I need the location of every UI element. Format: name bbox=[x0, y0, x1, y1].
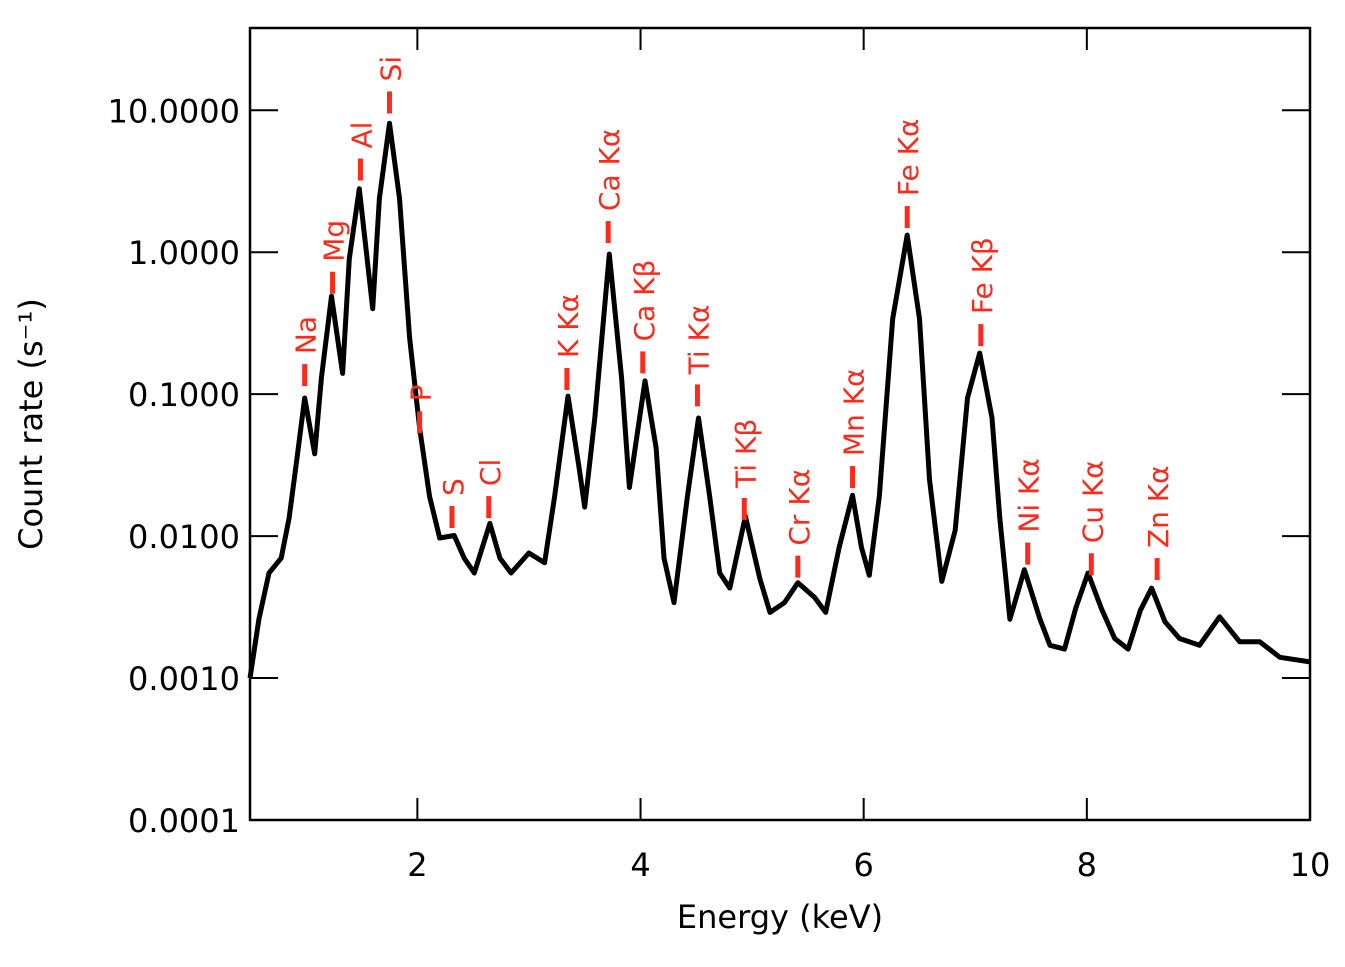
x-axis-label: Energy (keV) bbox=[677, 898, 883, 936]
annotation-label: Al bbox=[345, 122, 378, 149]
y-tick-label: 0.1000 bbox=[128, 376, 240, 414]
spectrum-line bbox=[247, 120, 1311, 679]
annotation-label: P bbox=[405, 384, 438, 401]
annotation-label: Si bbox=[374, 56, 407, 82]
annotation-label: K Kα bbox=[552, 294, 585, 358]
annotation-label: Mg bbox=[318, 220, 351, 262]
annotation-label: Ni Kα bbox=[1013, 458, 1046, 532]
annotation-label: Zn Kα bbox=[1142, 465, 1175, 548]
annotation-label: Ti Kα bbox=[682, 305, 715, 376]
annotation-label: Ca Kβ bbox=[628, 260, 661, 342]
annotation-label: Na bbox=[290, 316, 323, 354]
x-tick-label: 8 bbox=[1077, 846, 1097, 884]
plot-frame bbox=[248, 26, 1312, 822]
annotation-label: Ti Kβ bbox=[729, 419, 762, 489]
y-tick-label: 0.0100 bbox=[128, 518, 240, 556]
y-axis-label: Count rate (s⁻¹) bbox=[12, 298, 50, 550]
x-tick-label: 6 bbox=[854, 846, 874, 884]
annotation-label: Cl bbox=[474, 459, 507, 486]
annotation-label: Fe Kβ bbox=[966, 237, 999, 314]
x-tick-label: 10 bbox=[1290, 846, 1331, 884]
y-tick-label: 0.0001 bbox=[128, 802, 240, 840]
y-tick-label: 10.0000 bbox=[108, 92, 240, 130]
annotation-label: Cu Kα bbox=[1076, 460, 1109, 543]
y-tick-label: 0.0010 bbox=[128, 660, 240, 698]
x-tick-label: 4 bbox=[630, 846, 650, 884]
y-tick-label: 1.0000 bbox=[128, 234, 240, 272]
annotation-label: Mn Kα bbox=[838, 368, 871, 456]
x-tick-label: 2 bbox=[407, 846, 427, 884]
annotation-label: S bbox=[437, 478, 470, 496]
annotation-label: Fe Kα bbox=[892, 119, 925, 197]
annotation-label: Cr Kα bbox=[783, 469, 816, 546]
annotation-label: Ca Kα bbox=[593, 129, 626, 211]
